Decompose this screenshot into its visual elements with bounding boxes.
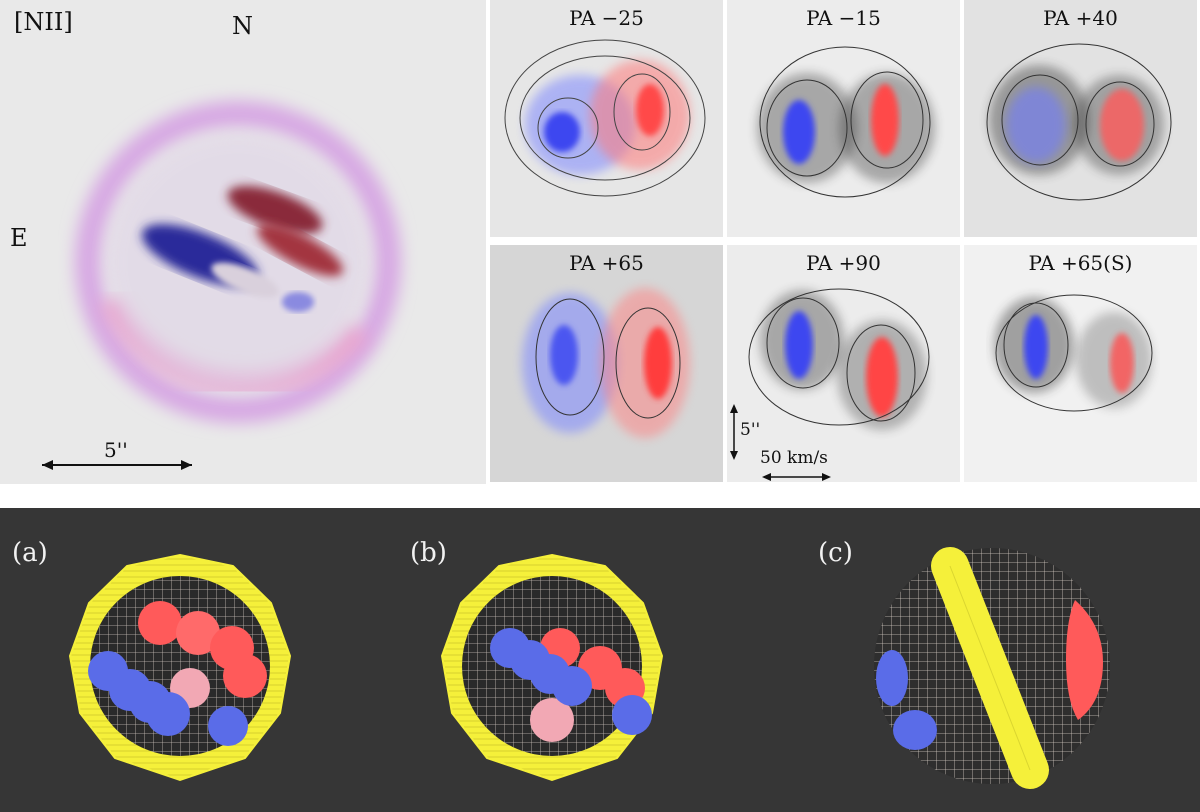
- blue-cap-lower: [893, 710, 937, 750]
- red-cap: [1066, 600, 1103, 720]
- pv-image: [986, 43, 1172, 201]
- pv-image: [757, 46, 935, 198]
- pv-panel-pa-p65s: PA +65(S): [964, 245, 1197, 482]
- spatial-scale-label: 5'': [740, 420, 761, 440]
- small-blue-knot: [282, 292, 314, 312]
- pv-panel-pa-p65: PA +65: [490, 245, 723, 482]
- central-band: [211, 262, 279, 298]
- line-label: [NII]: [14, 8, 73, 36]
- model-band: [0, 508, 1200, 812]
- model-label-c: (c): [818, 538, 853, 568]
- model-b: [440, 553, 664, 782]
- spatial-scale-arrow: [730, 404, 738, 460]
- pv-image: [522, 288, 690, 438]
- pv-scale-bars: [730, 404, 831, 481]
- pa-title: PA −15: [806, 6, 881, 30]
- red-knot-lower: [257, 223, 343, 277]
- red-knot-upper: [227, 185, 323, 235]
- pv-image: [748, 288, 930, 430]
- blue-blobs: [88, 651, 248, 746]
- nii-nebula-image: [42, 101, 401, 470]
- model-c: [874, 547, 1110, 789]
- pa-title: PA −25: [569, 6, 644, 30]
- ring-edge-on: [931, 547, 1049, 789]
- pv-image: [504, 39, 706, 197]
- red-blobs: [138, 601, 267, 698]
- blue-cap-upper: [876, 650, 908, 706]
- pa-title: PA +65: [569, 251, 644, 275]
- model-renderings: [68, 547, 1110, 789]
- scale-label: 5'': [104, 438, 128, 462]
- pv-image: [994, 294, 1153, 412]
- north-label: N: [232, 12, 253, 40]
- model-label-a: (a): [12, 538, 48, 568]
- nebula-knots: [141, 185, 343, 312]
- pv-panel-pa-m15: PA −15: [727, 0, 960, 237]
- pa-title: PA +40: [1043, 6, 1118, 30]
- velocity-scale-arrow: [762, 473, 831, 481]
- east-label: E: [10, 224, 28, 252]
- model-a: [68, 553, 292, 782]
- pv-panel-pa-m25: PA −25: [490, 0, 723, 237]
- pa-title: PA +90: [806, 251, 881, 275]
- scale-bar: [42, 460, 192, 470]
- velocity-scale-label: 50 km/s: [760, 448, 828, 468]
- pv-panel-pa-p90: PA +90: [727, 245, 960, 482]
- blue-blobs: [490, 628, 652, 735]
- model-label-b: (b): [410, 538, 447, 568]
- pa-title: PA +65(S): [1028, 251, 1133, 275]
- nii-image-panel: [NII] N E 5'': [0, 0, 486, 484]
- pv-panel-pa-p40: PA +40: [964, 0, 1197, 237]
